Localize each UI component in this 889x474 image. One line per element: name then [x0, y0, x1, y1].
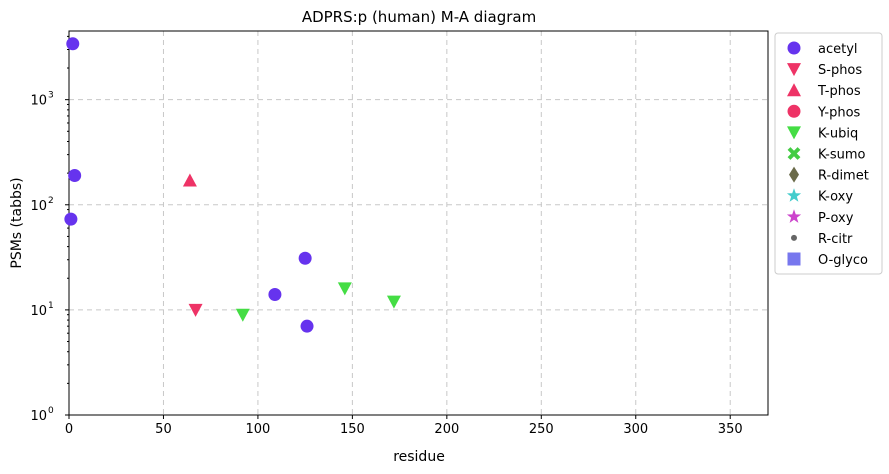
- x-tick-label: 300: [623, 422, 648, 437]
- legend-label-K-sumo: K-sumo: [818, 148, 866, 163]
- x-tick-label: 100: [246, 422, 271, 437]
- y-tick-label: 10: [30, 304, 47, 319]
- data-point-K-ubiq: [386, 295, 401, 309]
- legend-marker-O-glyco: [787, 252, 801, 266]
- legend-label-acetyl: acetyl: [818, 42, 858, 57]
- legend-marker-R-citr: [791, 234, 797, 241]
- legend-frame: [774, 32, 883, 275]
- x-tick-label: 150: [340, 422, 365, 437]
- y-tick-label: 10: [30, 409, 47, 424]
- plot-frame: [68, 30, 769, 416]
- x-tick-label: 250: [529, 422, 554, 437]
- legend-marker-T-phos: [787, 83, 801, 97]
- y-tick-exponent: 2: [48, 196, 54, 206]
- data-point-acetyl: [268, 288, 282, 302]
- data-point-acetyl: [298, 251, 312, 265]
- legend-label-R-dimet: R-dimet: [818, 169, 869, 184]
- data-point-acetyl: [300, 319, 314, 333]
- y-tick-label: 10: [30, 199, 47, 214]
- legend-label-K-ubiq: K-ubiq: [818, 126, 858, 141]
- legend-marker-K-ubiq: [787, 126, 801, 140]
- data-point-S-phos: [188, 303, 203, 317]
- x-tick-label: 0: [65, 422, 73, 437]
- x-axis: 0 50 100 150 200 250 300 350: [65, 415, 743, 437]
- data-point-K-ubiq: [235, 308, 250, 322]
- x-axis-label: residue: [393, 449, 445, 465]
- legend-marker-S-phos: [787, 63, 801, 77]
- legend-marker-R-dimet: [789, 166, 799, 183]
- y-tick-exponent: 0: [48, 406, 54, 416]
- y-tick-label: 10: [30, 94, 47, 109]
- data-point-T-phos: [182, 173, 197, 187]
- data-points: [64, 37, 401, 333]
- chart-title: ADPRS:p (human) M-A diagram: [302, 8, 536, 26]
- x-tick-label: 200: [434, 422, 459, 437]
- legend-marker-Y-phos: [787, 104, 801, 118]
- legend-label-S-phos: S-phos: [818, 63, 862, 78]
- data-point-acetyl: [68, 168, 82, 182]
- data-point-acetyl: [64, 212, 78, 226]
- legend-marker-K-oxy: [786, 188, 802, 202]
- legend-label-O-glyco: O-glyco: [818, 253, 868, 268]
- x-tick-label: 350: [718, 422, 743, 437]
- data-point-K-ubiq: [337, 282, 352, 296]
- y-axis-label: PSMs (tabbs): [9, 177, 25, 268]
- legend-label-R-citr: R-citr: [818, 232, 853, 247]
- grid: [68, 31, 768, 416]
- legend-marker-P-oxy: [786, 209, 802, 223]
- data-point-acetyl: [66, 37, 80, 51]
- y-tick-exponent: 1: [48, 301, 54, 311]
- y-tick-exponent: 3: [48, 91, 54, 101]
- x-tick-label: 50: [155, 422, 172, 437]
- legend-label-K-oxy: K-oxy: [818, 190, 853, 205]
- legend-label-T-phos: T-phos: [817, 84, 861, 99]
- legend-label-Y-phos: Y-phos: [817, 105, 861, 120]
- legend-marker-acetyl: [787, 41, 801, 55]
- legend-marker-K-sumo: [787, 147, 801, 160]
- legend-label-P-oxy: P-oxy: [818, 211, 854, 226]
- legend: acetyl S-phos T-phos Y-phos K-ubiq K-sumo R-di…: [774, 32, 883, 275]
